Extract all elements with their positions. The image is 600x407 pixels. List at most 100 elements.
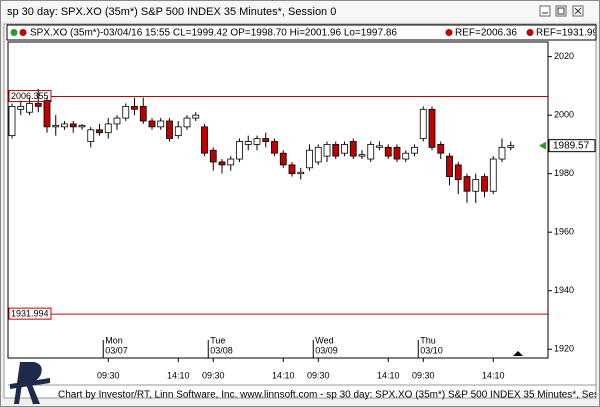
window-title: sp 30 day: SPX.XO (35m*) S&P 500 INDEX 3… xyxy=(7,6,336,18)
candle-body xyxy=(236,141,243,160)
candle-body xyxy=(507,145,515,148)
y-tick-label: 1920 xyxy=(554,344,574,354)
x-tick-label: 14:10 xyxy=(272,370,295,380)
candle-body xyxy=(209,149,217,163)
candle-body xyxy=(218,161,226,166)
y-tick-label: 1960 xyxy=(554,227,574,237)
x-tick-label: 09:30 xyxy=(97,370,120,380)
last-price-box xyxy=(548,139,596,153)
candle-body xyxy=(428,108,436,148)
candle-body xyxy=(122,105,130,119)
logo xyxy=(10,362,50,404)
candle-body xyxy=(376,145,383,148)
candle-body xyxy=(341,144,348,154)
candle-body xyxy=(463,176,471,192)
close-icon xyxy=(574,7,582,15)
x-tick-label: 09:30 xyxy=(202,370,225,380)
reference-label-box xyxy=(8,307,52,320)
day-label: Mon xyxy=(105,335,123,345)
candle-body xyxy=(8,105,16,137)
candle-body xyxy=(17,105,25,110)
ref-dot xyxy=(445,29,453,36)
y-tick-label: 2000 xyxy=(554,110,574,120)
candle-body xyxy=(174,126,182,137)
candle-body xyxy=(314,146,322,163)
candle-body xyxy=(384,146,392,157)
day-label: Tue xyxy=(210,335,225,345)
candle-body xyxy=(481,176,488,192)
info-text: SPX.XO (35m*)-03/04/16 15:55 CL=1999.42 … xyxy=(30,28,397,39)
footer-clip: Chart by Investor/RT, Linn Software, Inc… xyxy=(58,390,600,401)
candle-body xyxy=(26,103,33,113)
candle-body xyxy=(131,105,138,110)
ref-clip: REF=1931.99 xyxy=(536,28,598,39)
y-tick-label: 1980 xyxy=(554,168,574,178)
candle-body xyxy=(104,123,112,134)
candle-body xyxy=(192,114,200,119)
candle-body xyxy=(262,138,270,142)
day-label: Wed xyxy=(315,335,333,345)
last-price-label: 1989.57 xyxy=(553,140,590,151)
ref-dot xyxy=(526,29,534,36)
window-buttons[interactable] xyxy=(539,5,584,17)
logo-swoosh xyxy=(10,378,50,389)
x-tick-label: 14:10 xyxy=(377,370,400,380)
y-tick-label: 2020 xyxy=(554,51,574,61)
candle-body xyxy=(244,141,252,145)
x-tick-label: 14:10 xyxy=(482,370,505,380)
candle-body xyxy=(148,120,156,128)
scroll-marker[interactable] xyxy=(513,351,523,356)
maximize-button[interactable] xyxy=(555,5,567,17)
day-label: Thu xyxy=(420,335,436,345)
x-tick-label: 14:10 xyxy=(167,370,190,380)
candle-body xyxy=(227,158,235,166)
minimize-button[interactable] xyxy=(539,5,551,17)
candles xyxy=(8,88,515,203)
candle-body xyxy=(139,105,147,122)
info-bar xyxy=(6,24,597,41)
date-label: 03/09 xyxy=(315,345,338,355)
ref-label: REF=2006.36 xyxy=(455,28,517,39)
reference-label: 1931.994 xyxy=(11,309,49,319)
status-dot xyxy=(19,29,27,36)
candle-body xyxy=(323,144,331,157)
candle-body xyxy=(34,103,42,107)
candle-body xyxy=(297,171,305,175)
candle-body xyxy=(454,164,462,180)
candle-body xyxy=(393,146,401,160)
candle-body xyxy=(367,144,375,160)
candle-body xyxy=(166,120,173,139)
candle-body xyxy=(437,144,445,154)
candle-body xyxy=(69,123,77,128)
candle-body xyxy=(201,126,208,154)
candle-body xyxy=(113,117,121,125)
maximize-icon xyxy=(557,7,565,15)
candle-body xyxy=(61,123,68,128)
title-bar xyxy=(1,1,599,21)
candle-body xyxy=(87,129,95,142)
candle-body xyxy=(446,155,453,177)
reference-label: 2006.355 xyxy=(11,91,49,101)
candle-body xyxy=(349,141,357,157)
candle-body xyxy=(52,124,60,128)
candle-body xyxy=(183,117,191,128)
candle-body xyxy=(96,129,103,134)
last-price-arrow xyxy=(539,141,546,150)
footer-text: Chart by Investor/RT, Linn Software, Inc… xyxy=(58,390,600,401)
date-label: 03/10 xyxy=(420,345,443,355)
candle-body xyxy=(489,158,497,192)
candle-body xyxy=(472,179,480,192)
ref-label: REF=1931.99 xyxy=(536,28,598,39)
candle-body xyxy=(78,124,86,128)
candle-body xyxy=(271,141,278,154)
candle-body xyxy=(358,154,366,157)
status-dot xyxy=(10,29,18,36)
date-label: 03/08 xyxy=(210,345,233,355)
plot-area xyxy=(7,41,549,359)
date-label: 03/07 xyxy=(105,345,128,355)
candle-body xyxy=(288,164,296,175)
candle-body xyxy=(419,108,427,139)
y-tick-label: 1940 xyxy=(554,285,574,295)
candle-body xyxy=(411,146,418,154)
candle-body xyxy=(253,138,261,145)
